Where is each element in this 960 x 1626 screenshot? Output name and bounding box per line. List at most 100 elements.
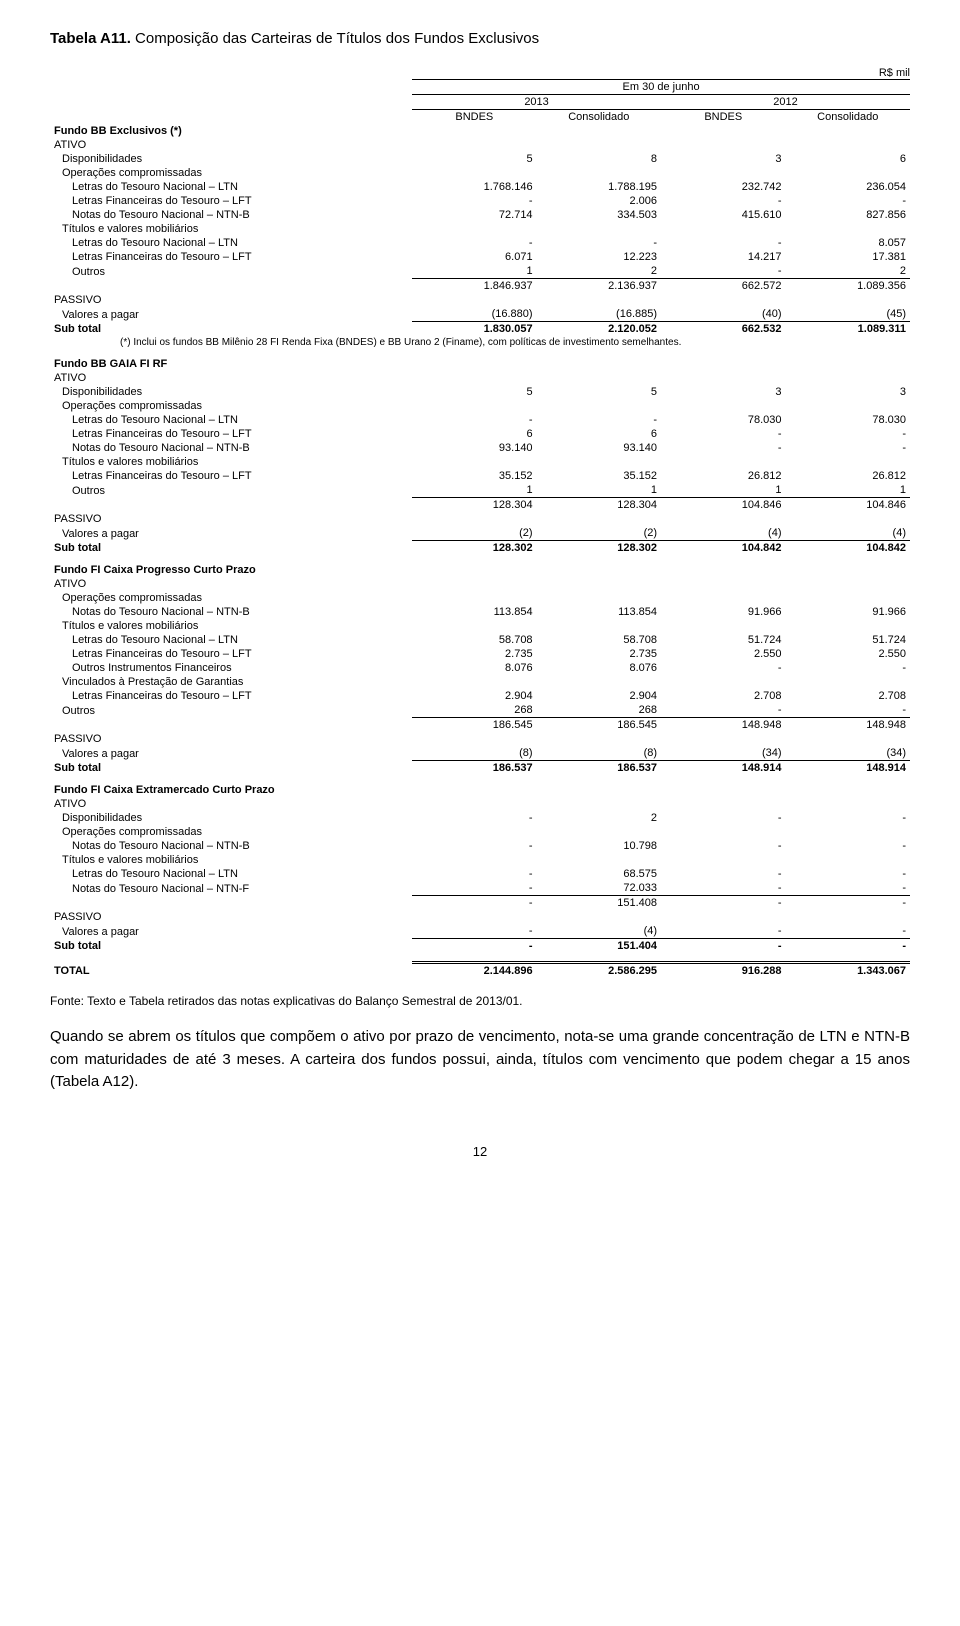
passivo-row: PASSIVO bbox=[50, 910, 910, 924]
passivo-label: PASSIVO bbox=[50, 293, 412, 307]
cell-value: - bbox=[661, 867, 785, 881]
footnote: (*) Inclui os fundos BB Milênio 28 FI Re… bbox=[50, 336, 910, 349]
cell-value: 72.714 bbox=[412, 208, 536, 222]
cell-value: 91.966 bbox=[661, 605, 785, 619]
subtotal-label: Sub total bbox=[50, 939, 412, 954]
cell-value bbox=[786, 825, 911, 839]
cell-value bbox=[412, 591, 536, 605]
ativo-total-row: 1.846.9372.136.937662.5721.089.356 bbox=[50, 279, 910, 294]
cell-value: 827.856 bbox=[786, 208, 911, 222]
cell-value: 268 bbox=[537, 703, 661, 718]
cell-value: 8 bbox=[537, 152, 661, 166]
cell-value: - bbox=[786, 924, 911, 939]
cell-value: 5 bbox=[537, 385, 661, 399]
row-label: Letras do Tesouro Nacional – LTN bbox=[50, 413, 412, 427]
cell-value: - bbox=[786, 194, 911, 208]
cell-value: - bbox=[412, 867, 536, 881]
cell-value: - bbox=[786, 881, 911, 896]
cell-value: - bbox=[537, 413, 661, 427]
cell-value: 1 bbox=[786, 483, 911, 498]
cell-value: (45) bbox=[786, 307, 911, 322]
cell-value: 1 bbox=[412, 264, 536, 279]
cell-value: 128.304 bbox=[412, 498, 536, 513]
cell-value: 6 bbox=[537, 427, 661, 441]
cell-value: 334.503 bbox=[537, 208, 661, 222]
cell-value: - bbox=[661, 236, 785, 250]
cell-value: (34) bbox=[661, 746, 785, 761]
cell-value: 1.830.057 bbox=[412, 322, 536, 337]
cell-value: 93.140 bbox=[537, 441, 661, 455]
cell-value: 35.152 bbox=[412, 469, 536, 483]
total-label: TOTAL bbox=[50, 963, 412, 979]
ativo-total-row: 186.545186.545148.948148.948 bbox=[50, 718, 910, 733]
cell-value: - bbox=[412, 811, 536, 825]
cell-value: 113.854 bbox=[537, 605, 661, 619]
cell-value: 151.408 bbox=[537, 896, 661, 911]
row-label: Títulos e valores mobiliários bbox=[50, 619, 412, 633]
data-row: Operações compromissadas bbox=[50, 591, 910, 605]
data-row: Outros1111 bbox=[50, 483, 910, 498]
title-prefix: Tabela A11. bbox=[50, 30, 131, 47]
unit-label: R$ mil bbox=[50, 67, 910, 79]
data-row: Valores a pagar(2)(2)(4)(4) bbox=[50, 526, 910, 541]
cell-value: 1.343.067 bbox=[786, 963, 911, 979]
row-label: Vinculados à Prestação de Garantias bbox=[50, 675, 412, 689]
subtotal-label: Sub total bbox=[50, 761, 412, 776]
cell-value bbox=[661, 853, 785, 867]
cell-value bbox=[661, 222, 785, 236]
row-label: Valores a pagar bbox=[50, 526, 412, 541]
cell-value: - bbox=[786, 839, 911, 853]
data-row: Notas do Tesouro Nacional – NTN-B-10.798… bbox=[50, 839, 910, 853]
cell-value bbox=[786, 399, 911, 413]
fund-name: Fundo BB Exclusivos (*) bbox=[50, 124, 412, 138]
cell-value bbox=[412, 619, 536, 633]
cell-value: - bbox=[412, 236, 536, 250]
row-label: Operações compromissadas bbox=[50, 166, 412, 180]
cell-value: - bbox=[412, 413, 536, 427]
cell-value bbox=[412, 853, 536, 867]
header-date: Em 30 de junho bbox=[412, 80, 910, 95]
fund-name-row: Fundo FI Caixa Extramercado Curto Prazo bbox=[50, 783, 910, 797]
cell-value: (8) bbox=[537, 746, 661, 761]
source-text: Fonte: Texto e Tabela retirados das nota… bbox=[50, 994, 910, 1008]
cell-value: 2.708 bbox=[661, 689, 785, 703]
ativo-total-row: -151.408-- bbox=[50, 896, 910, 911]
cell-value: 10.798 bbox=[537, 839, 661, 853]
row-label: Operações compromissadas bbox=[50, 825, 412, 839]
ativo-label: ATIVO bbox=[50, 138, 412, 152]
row-label: Disponibilidades bbox=[50, 385, 412, 399]
cell-value: 14.217 bbox=[661, 250, 785, 264]
cell-value: - bbox=[661, 661, 785, 675]
cell-value: - bbox=[786, 811, 911, 825]
cell-value: 232.742 bbox=[661, 180, 785, 194]
cell-value: - bbox=[661, 939, 785, 954]
cell-value: (16.880) bbox=[412, 307, 536, 322]
financial-table: Em 30 de junho 2013 2012 BNDES Consolida… bbox=[50, 79, 910, 978]
cell-value: - bbox=[661, 441, 785, 455]
row-label: Valores a pagar bbox=[50, 746, 412, 761]
cell-value: 415.610 bbox=[661, 208, 785, 222]
fund-name: Fundo BB GAIA FI RF bbox=[50, 357, 412, 371]
header-col: Consolidado bbox=[786, 110, 911, 125]
ativo-row: ATIVO bbox=[50, 371, 910, 385]
cell-value: 8.076 bbox=[412, 661, 536, 675]
cell-value: - bbox=[786, 939, 911, 954]
data-row: Letras Financeiras do Tesouro – LFT6.071… bbox=[50, 250, 910, 264]
cell-value: 17.381 bbox=[786, 250, 911, 264]
passivo-row: PASSIVO bbox=[50, 732, 910, 746]
row-label: Letras Financeiras do Tesouro – LFT bbox=[50, 427, 412, 441]
fund-name-row: Fundo BB Exclusivos (*) bbox=[50, 124, 910, 138]
cell-value: 148.948 bbox=[661, 718, 785, 733]
cell-value: 1 bbox=[537, 483, 661, 498]
cell-value: 6.071 bbox=[412, 250, 536, 264]
cell-value bbox=[537, 455, 661, 469]
cell-value: - bbox=[412, 194, 536, 208]
cell-value: 2.708 bbox=[786, 689, 911, 703]
data-row: Outros Instrumentos Financeiros8.0768.07… bbox=[50, 661, 910, 675]
row-label: Letras do Tesouro Nacional – LTN bbox=[50, 236, 412, 250]
cell-value bbox=[661, 166, 785, 180]
cell-value: 91.966 bbox=[786, 605, 911, 619]
cell-value bbox=[537, 825, 661, 839]
row-label: Títulos e valores mobiliários bbox=[50, 222, 412, 236]
ativo-label: ATIVO bbox=[50, 371, 412, 385]
